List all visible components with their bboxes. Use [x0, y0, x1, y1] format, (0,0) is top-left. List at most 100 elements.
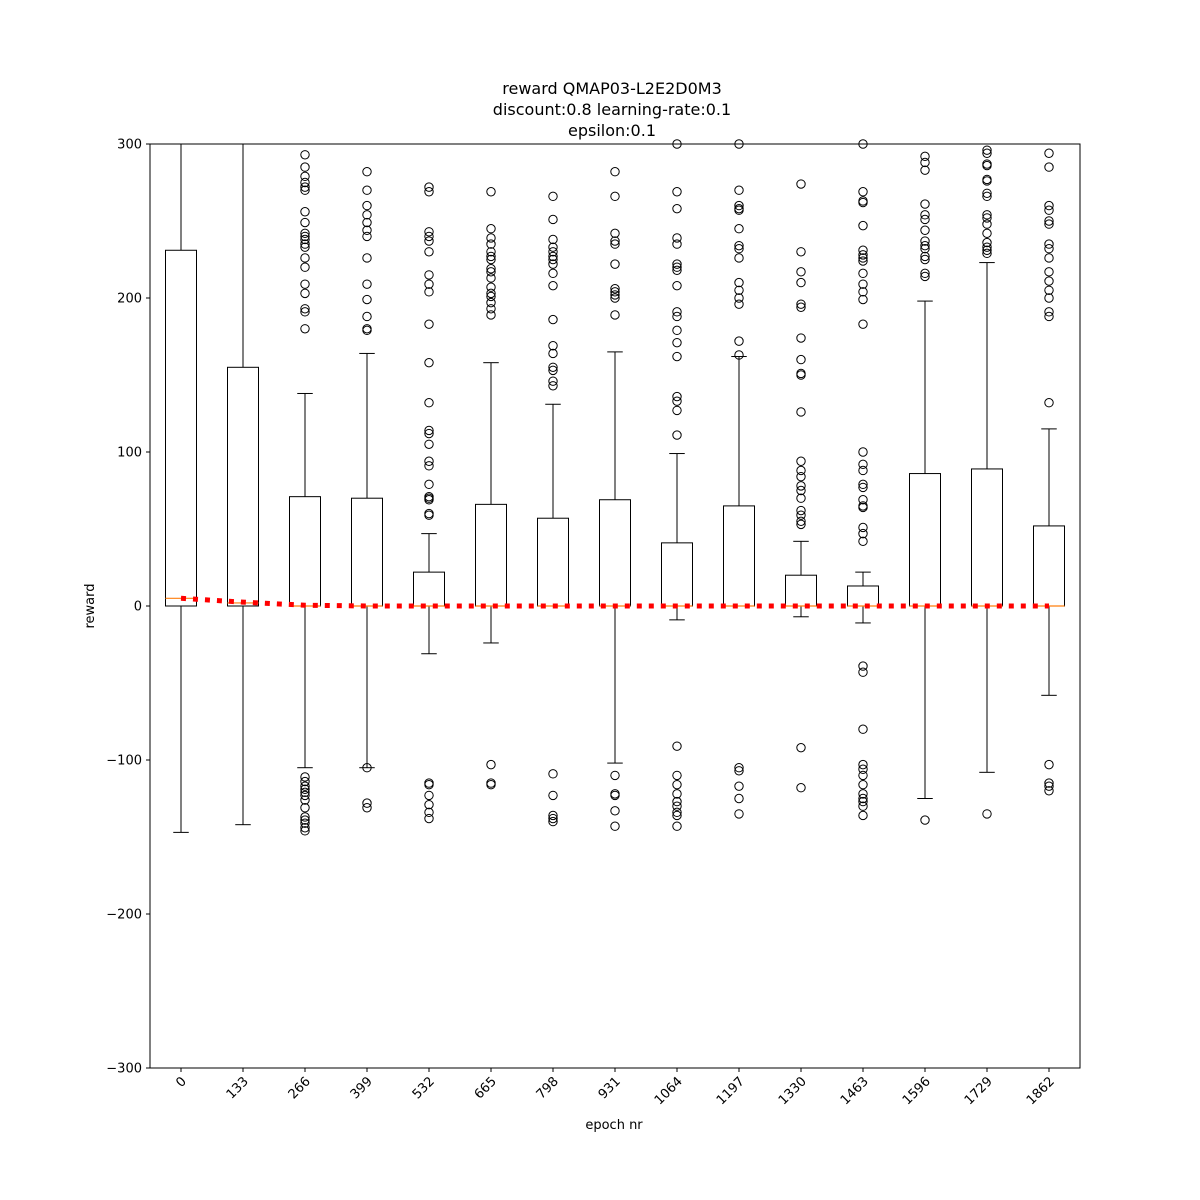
outlier-point	[362, 763, 372, 773]
outlier-point	[300, 217, 310, 228]
outlier-point	[982, 242, 992, 252]
outlier-point	[610, 191, 620, 202]
outlier-point	[858, 245, 868, 255]
outlier-point	[734, 224, 744, 234]
x-tick-label: 266	[286, 1074, 314, 1102]
chart-title: reward QMAP03-L2E2D0M3 discount:0.8 lear…	[493, 79, 731, 140]
outlier-point	[610, 259, 620, 269]
box-group-133	[227, 144, 259, 826]
outlier-point	[486, 254, 496, 265]
outlier-point	[424, 456, 434, 466]
outlier-point	[858, 253, 868, 263]
outlier-point	[424, 510, 434, 520]
plot-area	[165, 139, 1065, 836]
outlier-point	[858, 810, 868, 821]
outlier-point	[486, 239, 496, 249]
outlier-point	[982, 210, 992, 220]
outlier-point	[920, 157, 930, 168]
outlier-point	[920, 254, 930, 265]
outlier-point	[734, 293, 744, 303]
outlier-point	[982, 148, 992, 158]
outlier-point	[1044, 293, 1054, 303]
box-iqr	[475, 503, 507, 607]
outlier-point	[1044, 276, 1054, 286]
y-tick-label: −200	[106, 908, 142, 923]
outlier-point	[486, 251, 496, 262]
outlier-point	[672, 187, 682, 197]
outlier-point	[734, 763, 744, 773]
outlier-point	[796, 481, 806, 491]
outlier-point	[486, 759, 496, 770]
outlier-point	[548, 268, 558, 279]
outlier-point	[610, 293, 620, 303]
box-group-1729	[971, 145, 1003, 819]
outlier-point	[858, 528, 868, 539]
outlier-point	[858, 279, 868, 289]
x-axis-label: epoch nr	[585, 1118, 643, 1133]
outlier-point	[362, 167, 372, 177]
outlier-point	[486, 291, 496, 302]
outlier-point	[610, 236, 620, 246]
outlier-point	[796, 333, 806, 343]
outlier-point	[920, 244, 930, 254]
outlier-point	[548, 251, 558, 262]
outlier-point	[982, 191, 992, 202]
outlier-point	[796, 407, 806, 417]
outlier-point	[672, 770, 682, 781]
outlier-point	[486, 267, 496, 277]
outlier-point	[548, 769, 558, 779]
outlier-point	[424, 813, 434, 824]
outlier-point	[548, 254, 558, 265]
outlier-point	[548, 810, 558, 821]
x-tick-label: 1197	[714, 1074, 748, 1108]
outlier-point	[672, 396, 682, 406]
outlier-point	[362, 294, 372, 305]
box-group-1463	[847, 139, 879, 821]
outlier-point	[424, 799, 434, 810]
outlier-point	[300, 324, 310, 334]
outlier-point	[1044, 311, 1054, 322]
outlier-point	[796, 179, 806, 189]
outlier-point	[672, 265, 682, 275]
outlier-point	[858, 256, 868, 266]
outlier-point	[734, 253, 744, 263]
outlier-point	[610, 806, 620, 816]
y-tick-label: 200	[117, 292, 142, 307]
x-tick-label: 931	[596, 1074, 624, 1102]
outlier-point	[858, 759, 868, 770]
box-group-1197	[723, 139, 755, 819]
outlier-point	[858, 268, 868, 279]
outlier-point	[300, 772, 310, 782]
outlier-point	[796, 299, 806, 309]
outlier-point	[672, 821, 682, 831]
outlier-point	[300, 795, 310, 805]
outlier-point	[858, 495, 868, 505]
y-axis-label: reward	[83, 583, 98, 628]
outlier-point	[1044, 205, 1054, 215]
box-iqr	[909, 473, 941, 607]
title-line-1: reward QMAP03-L2E2D0M3	[502, 79, 722, 98]
outlier-point	[858, 801, 868, 811]
outlier-point	[672, 307, 682, 317]
outlier-point	[858, 459, 868, 470]
outlier-point	[858, 319, 868, 329]
box-iqr	[661, 542, 693, 607]
box-iqr	[723, 505, 755, 607]
outlier-point	[672, 259, 682, 269]
outlier-point	[300, 787, 310, 798]
outlier-point	[548, 376, 558, 386]
outlier-point	[424, 236, 434, 246]
outlier-point	[300, 784, 310, 794]
outlier-point	[486, 233, 496, 243]
outlier-point	[982, 176, 992, 186]
outlier-point	[362, 200, 372, 211]
outlier-point	[362, 798, 372, 808]
outlier-point	[796, 465, 806, 476]
box-iqr	[847, 585, 879, 607]
outlier-point	[920, 214, 930, 225]
outlier-point	[424, 357, 434, 368]
outlier-point	[734, 185, 744, 195]
outlier-point	[920, 225, 930, 235]
outlier-point	[672, 391, 682, 402]
outlier-point	[796, 354, 806, 365]
